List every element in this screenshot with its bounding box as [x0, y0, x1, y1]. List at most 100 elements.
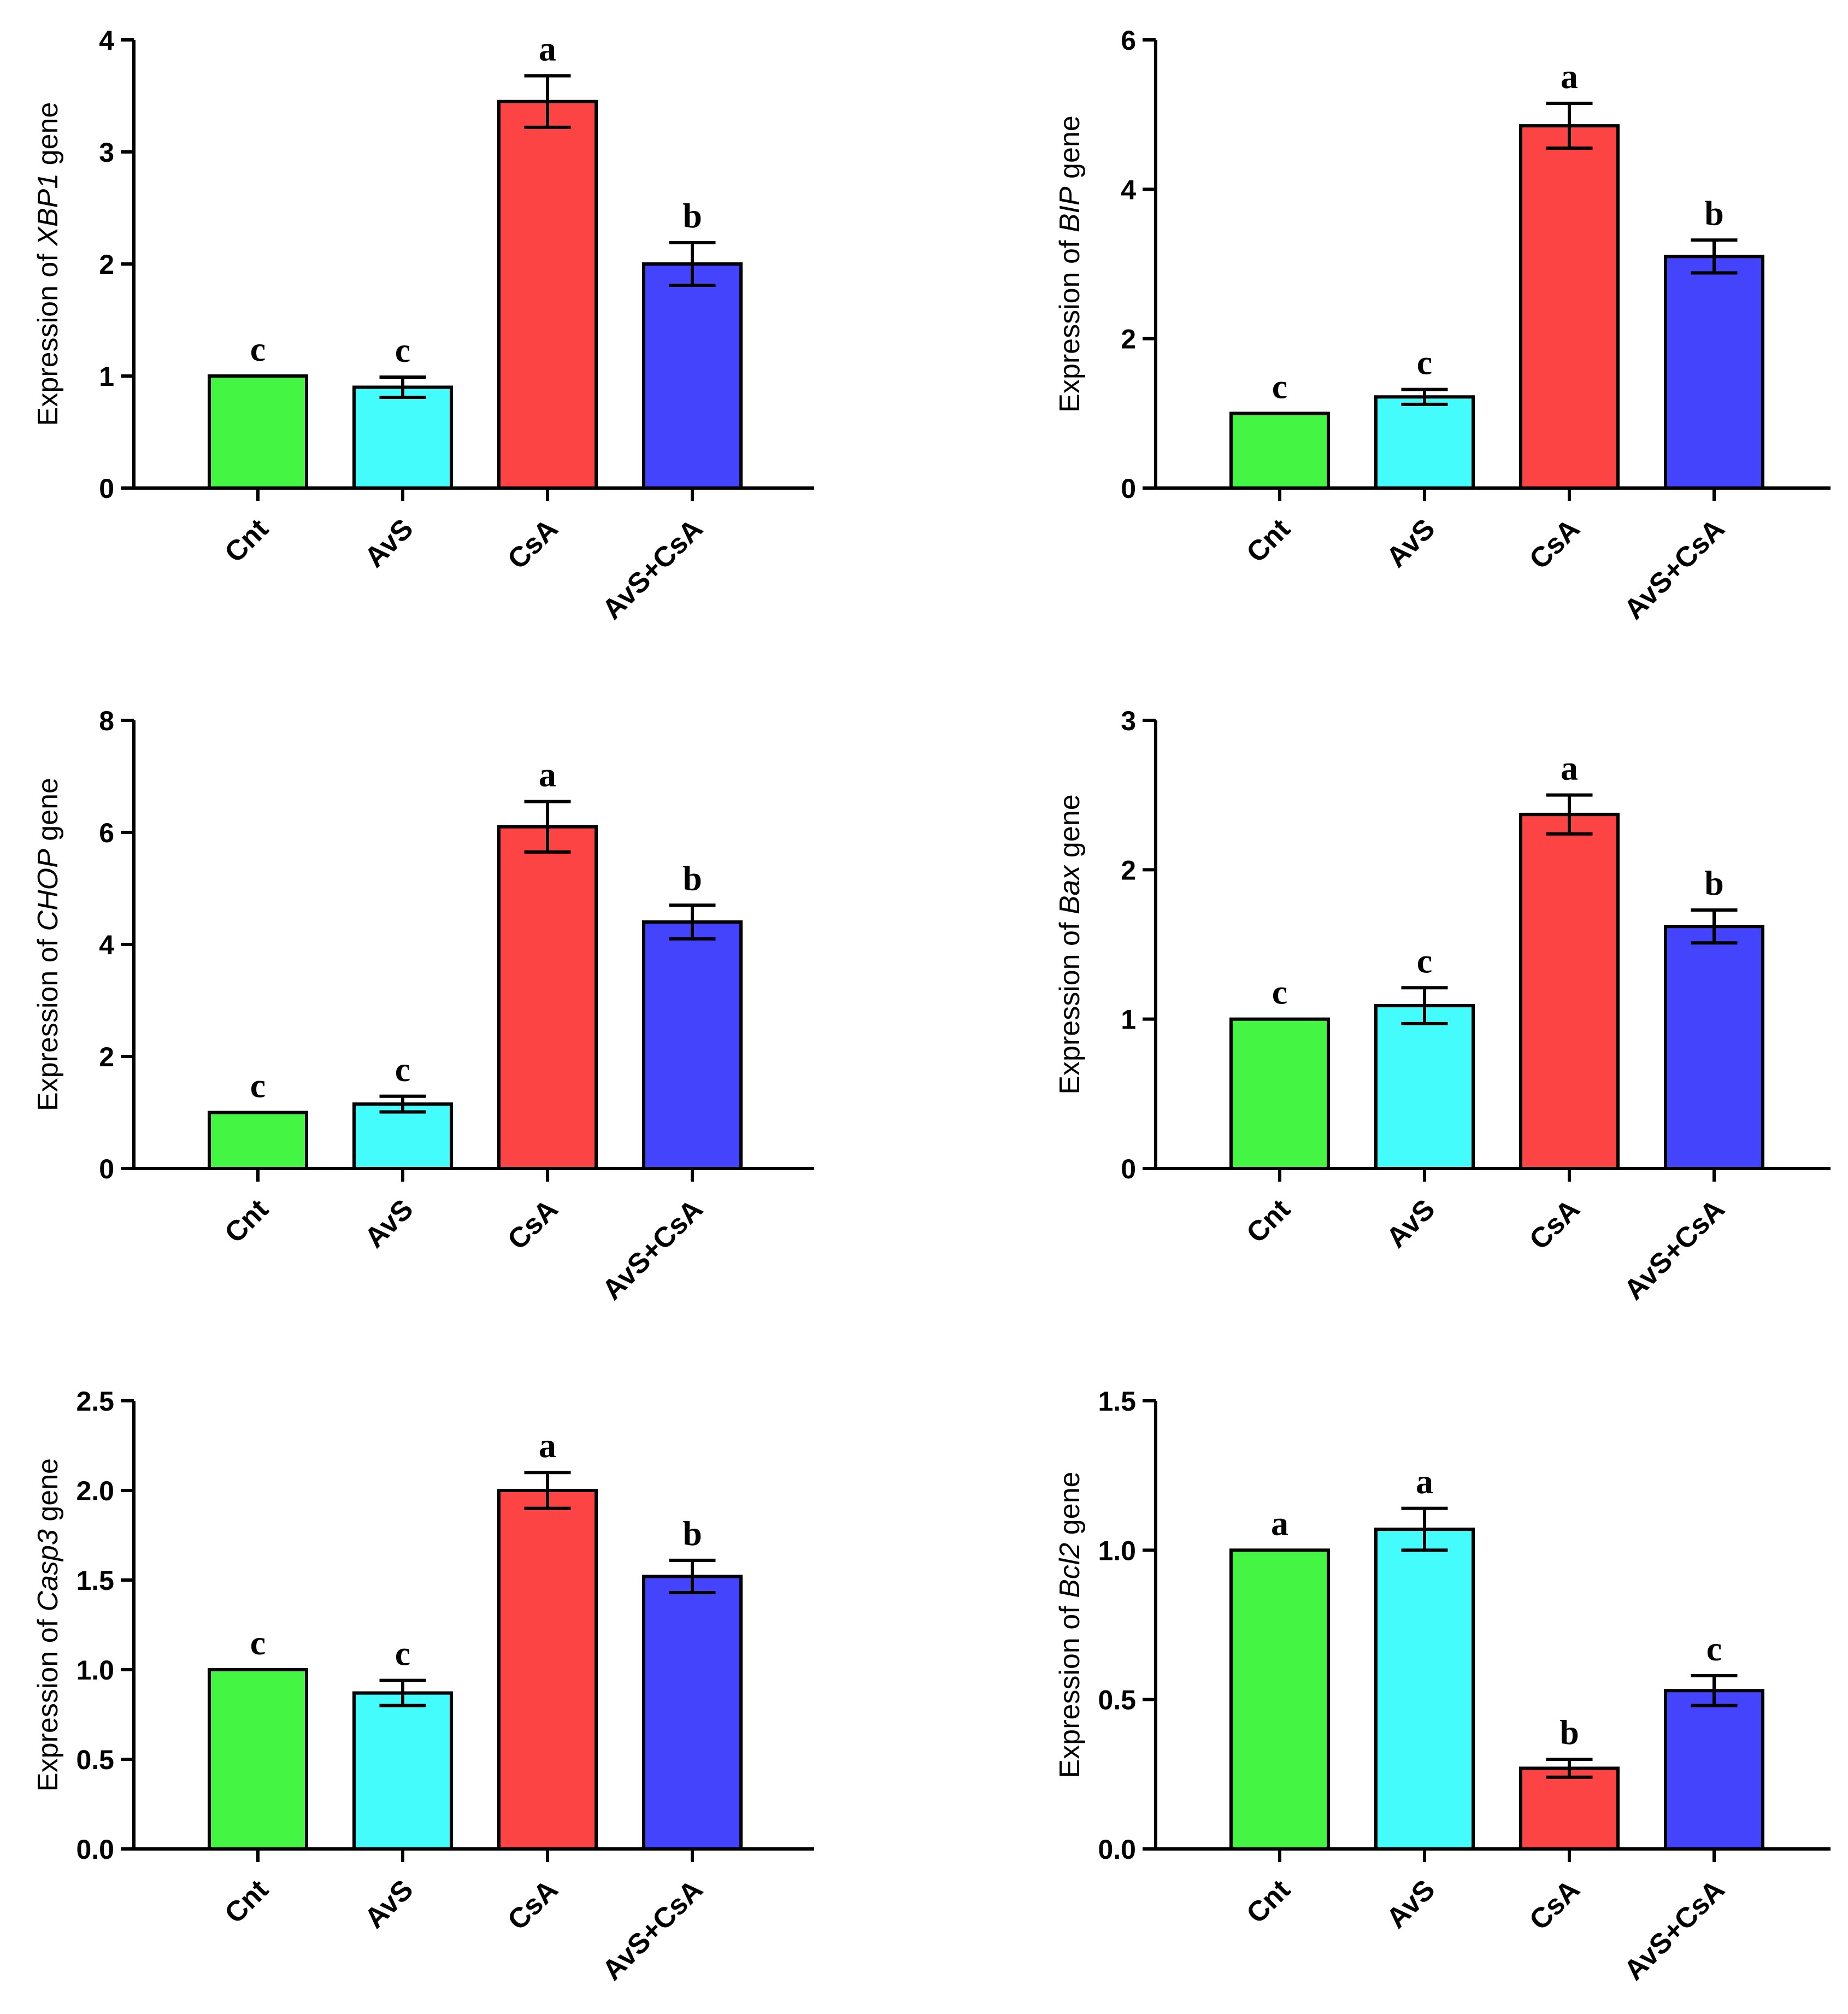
y-axis-label-suffix: gene [32, 778, 64, 849]
bar-CsA [1519, 1766, 1620, 1851]
y-axis-label: Expression of BIP gene [1054, 115, 1086, 412]
bar-CsA [497, 825, 598, 1170]
y-tick-label: 4 [99, 930, 114, 960]
y-tick-label: 2.5 [76, 1386, 114, 1417]
y-axis-label-prefix: Expression of [32, 931, 64, 1111]
significance-letter: a [539, 30, 556, 68]
bar-AvS+CsA [642, 1575, 743, 1851]
x-tick-label: AvS [358, 513, 419, 573]
chart-panel-XBP1: 0 1 2 3 4 Expression of XBP1 gene c Cnt c AvS a CsA… [32, 25, 814, 626]
significance-letter: a [1416, 1462, 1433, 1501]
y-axis-label-gene: Bcl2 [1054, 1543, 1086, 1598]
y-tick-label: 3 [99, 137, 114, 168]
y-tick-label: 4 [1121, 174, 1136, 205]
x-tick-label: AvS [358, 1193, 419, 1254]
y-tick-label: 0.5 [1098, 1685, 1136, 1716]
bar-CsA [497, 1489, 598, 1851]
bar-AvS+CsA [642, 262, 743, 490]
y-tick-label: 0.5 [76, 1745, 114, 1775]
x-tick-label: CsA [502, 1193, 564, 1256]
x-tick-label: AvS+CsA [1618, 1874, 1731, 1986]
bar-AvS [1374, 1528, 1475, 1851]
significance-letter: b [682, 1514, 702, 1553]
chart-panel-Casp3: 0.0 0.5 1.0 1.5 2.0 2.5 Expression of Casp3 ge… [32, 1386, 814, 1987]
y-tick-label: 1.5 [1098, 1386, 1136, 1417]
significance-letter: c [1272, 367, 1287, 406]
significance-letter: c [250, 1623, 266, 1662]
x-tick-label: AvS [358, 1874, 419, 1934]
significance-letter: c [250, 330, 266, 368]
chart-panel-Bax: 0 1 2 3 Expression of Bax gene c Cnt c AvS a CsA b A… [1054, 706, 1831, 1306]
y-tick-label: 0 [99, 473, 114, 504]
y-tick-label: 2 [1121, 855, 1136, 885]
significance-letter: a [1271, 1504, 1288, 1542]
y-tick-label: 1 [99, 361, 114, 392]
significance-letter: c [1417, 941, 1432, 980]
y-axis-label: Expression of Casp3 gene [32, 1458, 64, 1792]
y-tick-label: 6 [99, 818, 114, 848]
bar-CsA [1519, 124, 1620, 490]
chart-panel-Bcl2: 0.0 0.5 1.0 1.5 Expression of Bcl2 gene a Cnt a… [1054, 1386, 1831, 1987]
x-tick-label: Cnt [219, 1874, 274, 1929]
y-tick-label: 2.0 [76, 1476, 114, 1506]
x-tick-label: AvS+CsA [596, 1193, 709, 1306]
significance-letter: c [1706, 1629, 1722, 1668]
significance-letter: c [395, 1634, 410, 1673]
y-axis-label: Expression of CHOP gene [32, 778, 64, 1111]
x-tick-label: AvS [1380, 1874, 1441, 1934]
y-axis-label: Expression of Bax gene [1054, 794, 1086, 1094]
bar-AvS [352, 1102, 453, 1170]
y-tick-label: 1.0 [76, 1655, 114, 1686]
bar-AvS+CsA [1664, 255, 1764, 490]
y-axis-label-suffix: gene [1054, 115, 1086, 186]
x-tick-label: AvS+CsA [1618, 1193, 1731, 1306]
y-axis-label-prefix: Expression of [1054, 914, 1086, 1095]
x-tick-label: AvS+CsA [1618, 513, 1731, 625]
x-tick-label: CsA [1523, 1874, 1586, 1936]
y-axis-label-prefix: Expression of [1054, 1598, 1086, 1778]
y-axis-label-suffix: gene [1054, 1472, 1086, 1543]
x-tick-label: CsA [1523, 1193, 1586, 1256]
bar-AvS [352, 385, 453, 490]
x-tick-label: Cnt [219, 513, 274, 568]
significance-letter: c [1417, 343, 1432, 382]
y-axis-label-prefix: Expression of [32, 1611, 64, 1792]
chart-panel-BIP: 0 2 4 6 Expression of BIP gene c Cnt c AvS a CsA b A… [1054, 25, 1831, 626]
significance-letter: c [395, 1050, 410, 1089]
y-axis-label-gene: BIP [1054, 186, 1086, 232]
y-axis-label-gene: Casp3 [32, 1529, 64, 1611]
y-axis-label-gene: CHOP [32, 849, 64, 931]
y-axis-label-suffix: gene [32, 102, 64, 173]
y-axis-label-gene: XBP1 [32, 173, 64, 246]
y-tick-label: 3 [1121, 706, 1136, 736]
bar-Cnt [1229, 1548, 1330, 1851]
significance-letter: b [1559, 1713, 1579, 1752]
chart-panel-CHOP: 0 2 4 6 8 Expression of CHOP gene c Cnt c AvS a CsA… [32, 706, 814, 1306]
bar-Cnt [208, 1111, 308, 1170]
x-tick-label: Cnt [219, 1193, 274, 1249]
significance-letter: c [395, 331, 410, 369]
x-tick-label: CsA [502, 513, 564, 576]
bar-Cnt [1229, 412, 1330, 490]
x-tick-label: CsA [502, 1874, 564, 1936]
y-axis-label: Expression of XBP1 gene [32, 102, 64, 426]
y-tick-label: 8 [99, 706, 114, 736]
y-tick-label: 1 [1121, 1005, 1136, 1035]
x-tick-label: CsA [1523, 513, 1586, 576]
bar-CsA [497, 99, 598, 490]
significance-letter: b [1704, 864, 1724, 902]
y-axis-label-prefix: Expression of [32, 246, 64, 426]
significance-letter: b [1704, 193, 1724, 232]
y-tick-label: 6 [1121, 25, 1136, 56]
y-tick-label: 4 [99, 25, 114, 56]
bar-Cnt [208, 374, 308, 490]
y-tick-label: 0.0 [76, 1834, 114, 1865]
x-tick-label: Cnt [1240, 1193, 1296, 1249]
bar-CsA [1519, 813, 1620, 1170]
bar-AvS+CsA [1664, 925, 1764, 1170]
x-tick-label: Cnt [1240, 1874, 1296, 1929]
x-tick-label: AvS+CsA [596, 1874, 709, 1986]
y-axis-label-prefix: Expression of [1054, 232, 1086, 413]
y-axis-label-gene: Bax [1054, 865, 1086, 915]
